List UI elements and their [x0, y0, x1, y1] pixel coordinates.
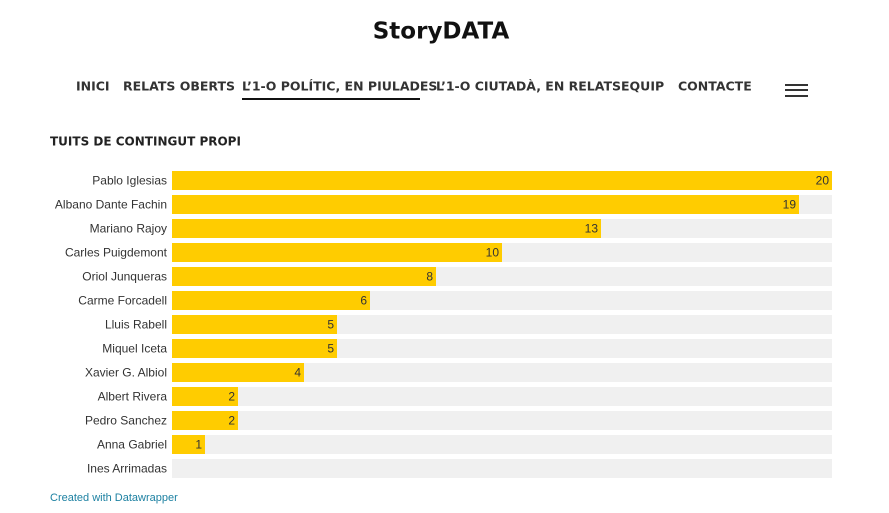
bar — [172, 291, 370, 310]
menu-button[interactable] — [785, 84, 808, 97]
bar — [172, 171, 832, 190]
category-label: Oriol Junqueras — [82, 270, 167, 284]
nav-item[interactable]: L’1-O CIUTADÀ, EN RELATS — [436, 79, 621, 94]
bar — [172, 411, 238, 430]
bar — [172, 243, 502, 262]
nav-item[interactable]: RELATS OBERTS — [123, 79, 235, 94]
category-label: Carles Puigdemont — [65, 246, 168, 260]
bar-track — [172, 387, 832, 406]
bar — [172, 219, 601, 238]
value-label: 2 — [228, 414, 235, 428]
category-label: Anna Gabriel — [97, 438, 167, 452]
value-label: 20 — [816, 174, 830, 188]
bar — [172, 339, 337, 358]
credit-link[interactable]: Created with Datawrapper — [50, 492, 178, 504]
category-label: Albert Rivera — [98, 390, 168, 404]
bar — [172, 315, 337, 334]
category-label: Ines Arrimadas — [87, 462, 167, 476]
value-label: 10 — [486, 246, 500, 260]
site-title[interactable]: StoryDATA — [373, 19, 510, 45]
category-label: Pedro Sanchez — [85, 414, 167, 428]
bar — [172, 195, 799, 214]
category-label: Pablo Iglesias — [92, 174, 167, 188]
category-label: Albano Dante Fachin — [55, 198, 167, 212]
value-label: 5 — [327, 342, 334, 356]
nav-item[interactable]: CONTACTE — [678, 79, 752, 94]
category-label: Carme Forcadell — [78, 294, 167, 308]
value-label: 1 — [195, 438, 202, 452]
nav-item[interactable]: EQUIP — [621, 79, 664, 94]
value-label: 4 — [294, 366, 301, 380]
nav-item-active[interactable]: L’1-O POLÍTIC, EN PIULADES — [242, 79, 437, 94]
bar — [172, 435, 205, 454]
bar-track — [172, 363, 832, 382]
category-label: Mariano Rajoy — [90, 222, 167, 236]
bar — [172, 363, 304, 382]
category-label: Xavier G. Albiol — [85, 366, 167, 380]
bar-track — [172, 459, 832, 478]
category-label: Miquel Iceta — [102, 342, 167, 356]
value-label: 13 — [585, 222, 599, 236]
nav-item[interactable]: INICI — [76, 79, 110, 94]
bar-track — [172, 435, 832, 454]
value-label: 6 — [360, 294, 367, 308]
category-label: Lluis Rabell — [105, 318, 167, 332]
value-label: 5 — [327, 318, 334, 332]
bar-track — [172, 411, 832, 430]
value-label: 8 — [426, 270, 433, 284]
chart-title: TUITS DE CONTINGUT PROPI — [50, 135, 241, 149]
value-label: 19 — [783, 198, 797, 212]
value-label: 2 — [228, 390, 235, 404]
bar — [172, 267, 436, 286]
bar — [172, 387, 238, 406]
